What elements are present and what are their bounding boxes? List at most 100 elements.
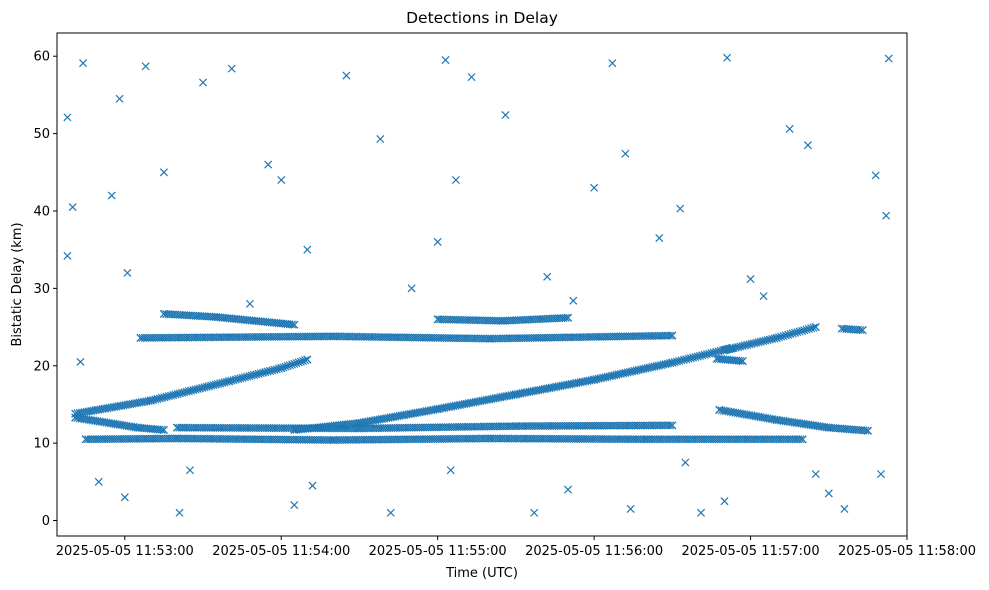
data-point [884, 54, 893, 63]
y-tick-label: 30 [33, 282, 50, 297]
data-point [308, 481, 317, 490]
track-point [677, 356, 686, 365]
data-point [501, 111, 510, 120]
data-point [759, 292, 768, 301]
track-point [265, 366, 274, 375]
track-point [698, 351, 707, 360]
track-anchor-point [146, 396, 155, 405]
data-point [303, 245, 312, 254]
track-anchor-point [290, 320, 299, 329]
track-point [231, 375, 240, 384]
track-point [779, 331, 788, 341]
track-anchor-point [136, 333, 145, 342]
y-axis: 0 10 20 30 40 50 60 [33, 50, 57, 529]
track-point [268, 366, 277, 375]
track-anchor-point [720, 346, 729, 355]
track-point [791, 328, 800, 337]
track-point [774, 333, 783, 342]
x-axis: 2025-05-05 11:53:00 2025-05-05 11:54:00 20… [56, 536, 976, 559]
x-tick-label: 2025-05-05 11:56:00 [525, 544, 663, 559]
chart-title: Detections in Delay [406, 9, 558, 27]
data-point [785, 124, 794, 133]
track-anchor-point [590, 375, 599, 384]
track-anchor-point [772, 415, 781, 424]
data-point [123, 268, 132, 277]
x-tick-label: 2025-05-05 11:58:00 [838, 544, 976, 559]
track-point [236, 374, 245, 383]
data-point [245, 299, 254, 308]
y-axis-label: Bistatic Delay (km) [10, 222, 25, 346]
track-anchor-point [485, 334, 494, 343]
data-point [120, 493, 129, 502]
track-point [245, 372, 254, 381]
track-point [700, 350, 709, 359]
track-anchor-point [668, 421, 677, 430]
track-anchor-point [511, 390, 520, 399]
track-point [804, 324, 813, 333]
track-anchor-point [858, 326, 867, 335]
plot-frame [56, 32, 908, 537]
track-point [292, 359, 301, 368]
track-point [227, 376, 236, 385]
track-anchor-point [798, 435, 807, 444]
data-point [141, 62, 150, 71]
track-point [693, 352, 702, 361]
track-anchor-point [433, 315, 442, 324]
track-point [670, 358, 679, 367]
track-anchor-point [863, 426, 872, 435]
track-anchor-point [355, 424, 364, 433]
x-tick-label: 2025-05-05 11:53:00 [56, 544, 194, 559]
data-point [530, 508, 539, 517]
track-point [781, 331, 790, 340]
data-point [277, 176, 286, 185]
track-point [861, 426, 870, 435]
track-anchor-point [738, 357, 747, 366]
track-point [796, 435, 805, 444]
track-point [261, 368, 270, 377]
data-point [79, 59, 88, 68]
track-anchor-point [133, 423, 142, 432]
y-tick-label: 10 [33, 437, 50, 452]
track-anchor-point [329, 332, 338, 341]
x-axis-label: Time (UTC) [445, 566, 518, 581]
track-anchor-point [498, 316, 507, 325]
track-point [795, 327, 804, 336]
data-point [569, 296, 578, 305]
data-point [376, 134, 385, 144]
data-point [608, 59, 617, 68]
track-anchor-point [172, 434, 181, 443]
track-anchor-point [772, 333, 781, 342]
y-tick-label: 40 [33, 204, 50, 219]
track-anchor-point [564, 313, 573, 322]
track-point [294, 358, 303, 367]
track-point [238, 373, 247, 382]
track-point [285, 361, 294, 370]
y-tick-label: 50 [33, 127, 50, 142]
track-anchor-point [824, 423, 833, 432]
track-point [777, 332, 786, 341]
track-anchor-point [159, 425, 168, 435]
track-point [691, 352, 700, 362]
track-anchor-point [837, 324, 846, 333]
track-anchor-point [433, 405, 442, 414]
track-point [243, 372, 252, 381]
track-point [298, 356, 307, 366]
plot-marks [63, 53, 893, 517]
y-tick-label: 60 [33, 50, 50, 65]
track-point [682, 355, 691, 364]
track-point [288, 360, 297, 369]
data-point [681, 458, 690, 467]
data-point [564, 485, 573, 494]
data-point [441, 56, 450, 65]
data-point [63, 251, 72, 260]
data-point [407, 284, 416, 293]
track-point [672, 357, 681, 366]
data-point [76, 357, 85, 366]
track-point [800, 326, 809, 335]
track-anchor-point [329, 436, 338, 445]
data-point [264, 160, 273, 169]
track-anchor-point [511, 422, 520, 431]
data-point [446, 466, 455, 475]
data-point [227, 64, 236, 73]
data-point [159, 168, 168, 177]
